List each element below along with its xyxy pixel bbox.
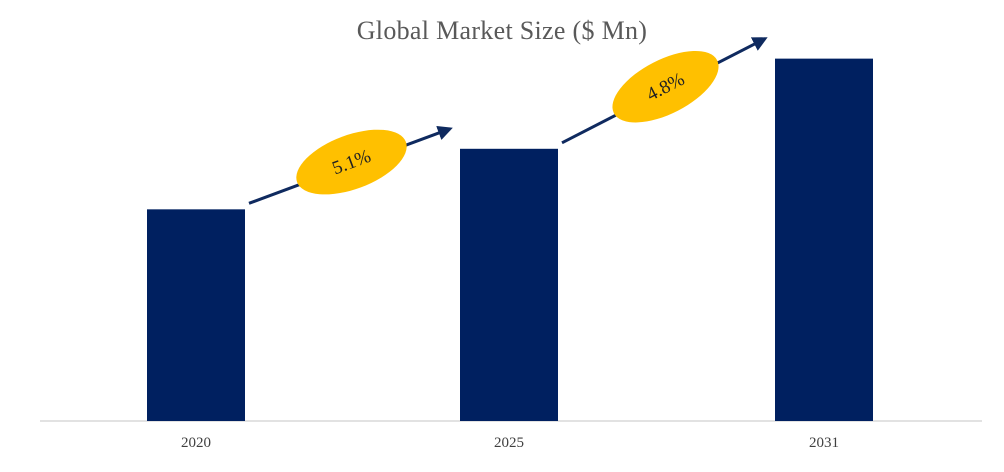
cagr-bubble-shape — [612, 50, 719, 123]
cagr-bubble: 5.1% — [296, 129, 407, 195]
x-tick-label: 2031 — [809, 435, 839, 451]
cagr-bubble-shape — [296, 129, 407, 195]
bar-2025 — [460, 148, 558, 421]
bar-2020 — [147, 209, 245, 421]
x-tick-label: 2025 — [494, 435, 524, 451]
bar-2031 — [775, 58, 873, 421]
x-tick-label: 2020 — [181, 435, 211, 451]
chart-title: Global Market Size ($ Mn) — [356, 16, 648, 45]
cagr-bubble: 4.8% — [612, 50, 719, 123]
